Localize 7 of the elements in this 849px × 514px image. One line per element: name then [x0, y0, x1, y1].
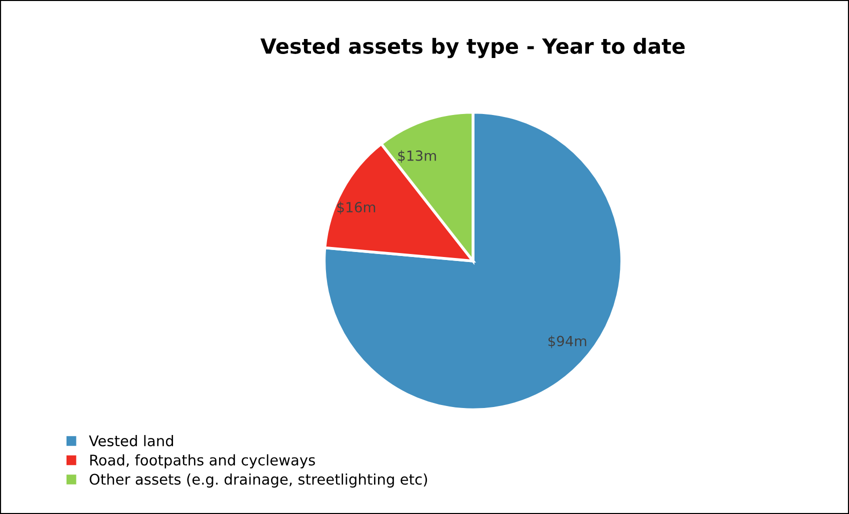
legend-label: Road, footpaths and cycleways [90, 454, 315, 468]
data-label: $13m [398, 150, 436, 163]
chart-title: Vested assets by type - Year to date [260, 38, 685, 58]
data-label: $16m [337, 202, 376, 214]
legend-label: Other assets (e.g. drainage, streetlighting etc) [90, 473, 427, 488]
legend-label: Vested land [88, 435, 174, 446]
data-label: $94m [548, 336, 586, 348]
